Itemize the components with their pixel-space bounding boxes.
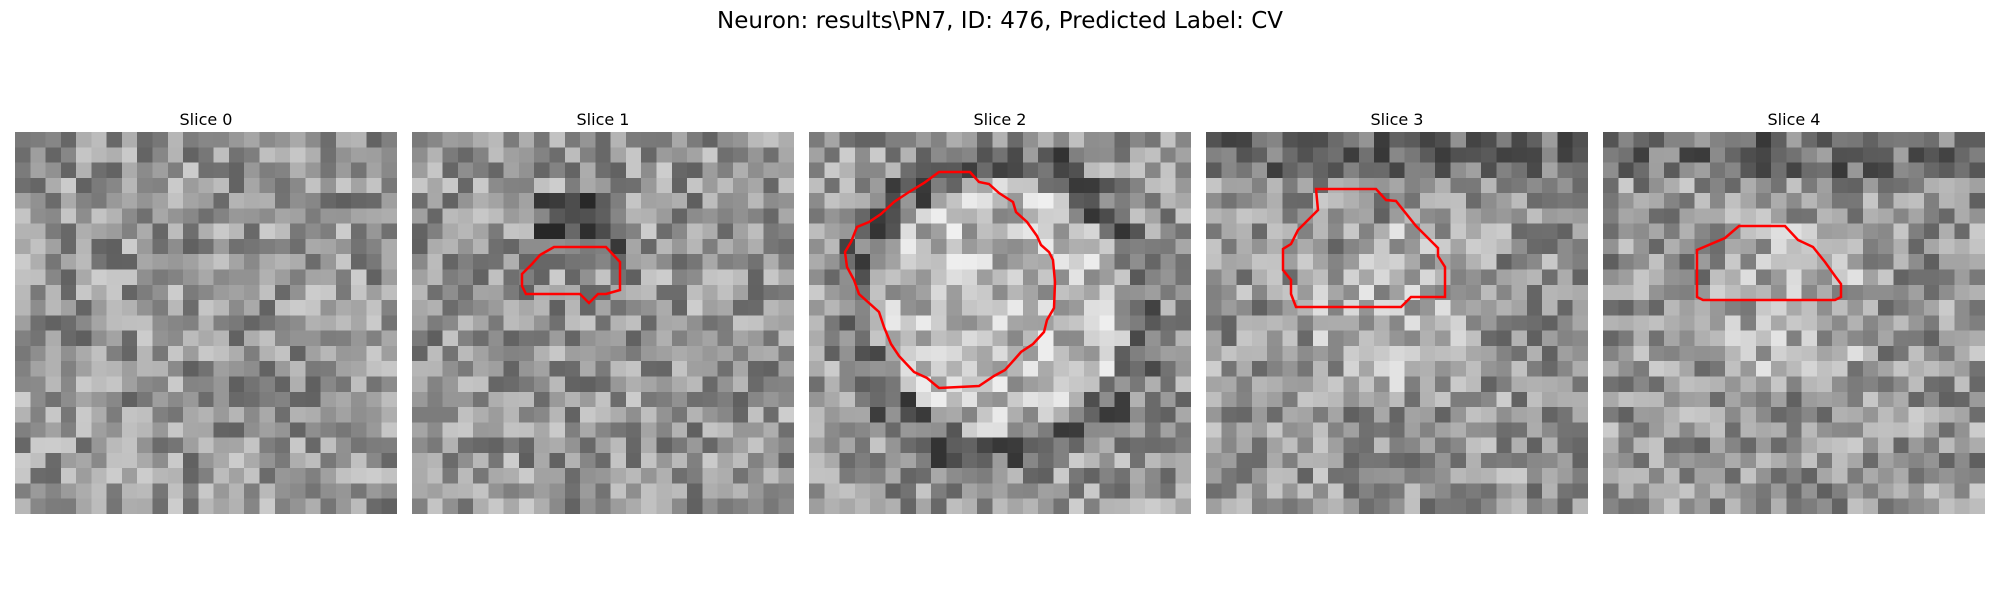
slice-title: Slice 1 — [576, 110, 630, 129]
slice-panel-4: Slice 4 — [1603, 108, 1985, 514]
slice-title: Slice 4 — [1767, 110, 1821, 129]
contour-outline — [843, 170, 1057, 390]
slice-title: Slice 3 — [1370, 110, 1424, 129]
slice-title: Slice 0 — [179, 110, 233, 129]
slice-image — [1603, 132, 1985, 514]
slice-image — [809, 132, 1191, 514]
slice-image — [1206, 132, 1588, 514]
slice-panel-0: Slice 0 — [15, 108, 397, 514]
slice-panel-3: Slice 3 — [1206, 108, 1588, 514]
slice-panel-2: Slice 2 — [809, 108, 1191, 514]
contour-outline — [1695, 224, 1843, 302]
slice-title: Slice 2 — [973, 110, 1027, 129]
contour-outline — [1281, 187, 1447, 309]
contour-outline — [520, 245, 622, 305]
slice-panel-1: Slice 1 — [412, 108, 794, 514]
slice-image — [412, 132, 794, 514]
figure-title: Neuron: results\PN7, ID: 476, Predicted … — [717, 8, 1283, 34]
slice-image — [15, 132, 397, 514]
